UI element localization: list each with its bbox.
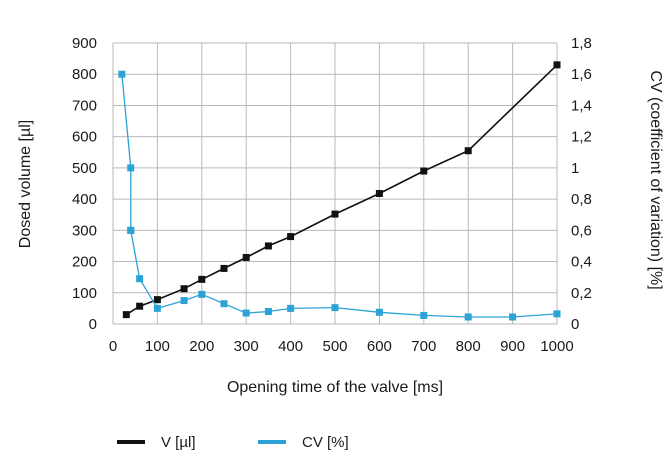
y-axis-title-left: Dosed volume [µl]	[17, 120, 34, 248]
x-tick-label: 400	[278, 338, 303, 355]
y-right-tick-label: 0	[571, 316, 579, 333]
y-left-tick-label: 300	[72, 222, 97, 239]
x-tick-label: 800	[456, 338, 481, 355]
x-tick-label: 0	[109, 338, 117, 355]
cv-data-point	[420, 311, 428, 319]
cv-data-point	[153, 304, 161, 312]
volume-data-point	[198, 275, 206, 283]
cv-data-point	[118, 70, 126, 78]
y-left-tick-label: 400	[72, 191, 97, 208]
y-left-tick-label: 900	[72, 35, 97, 52]
x-tick-label: 100	[145, 338, 170, 355]
legend-label-volume: V [µl]	[161, 434, 195, 451]
cv-data-point	[242, 309, 250, 317]
volume-data-point	[136, 302, 144, 310]
legend: V [µl] CV [%]	[117, 434, 349, 451]
y-left-tick-label: 100	[72, 285, 97, 302]
grid	[112, 42, 558, 325]
y-right-tick-label: 0,8	[571, 191, 592, 208]
cv-data-point	[375, 308, 383, 316]
volume-data-point	[464, 147, 472, 155]
cv-data-point	[331, 304, 339, 312]
x-tick-label: 200	[189, 338, 214, 355]
y-left-tick-label: 700	[72, 97, 97, 114]
cv-data-point	[198, 290, 206, 298]
x-tick-label: 700	[411, 338, 436, 355]
x-tick-label: 300	[234, 338, 259, 355]
cv-data-point	[264, 308, 272, 316]
y-right-tick-label: 0,6	[571, 222, 592, 239]
x-tick-label: 900	[500, 338, 525, 355]
cv-data-point	[220, 300, 228, 308]
y-left-tick-label: 800	[72, 66, 97, 83]
cv-data-point	[287, 304, 295, 312]
y-right-tick-label: 0,2	[571, 285, 592, 302]
cv-data-point	[464, 313, 472, 321]
y-axis-title-right: CV (coefficient of variation) [%]	[647, 70, 664, 289]
y-left-tick-label: 0	[89, 316, 97, 333]
volume-data-point	[331, 210, 339, 218]
x-axis-title: Opening time of the valve [ms]	[227, 379, 443, 396]
volume-data-point	[375, 189, 383, 197]
volume-data-point	[180, 285, 188, 293]
y-right-tick-label: 0,4	[571, 254, 592, 271]
volume-data-point	[420, 167, 428, 175]
volume-data-point	[122, 311, 130, 319]
cv-series-line	[121, 74, 558, 318]
y-right-tick-label: 1,6	[571, 66, 592, 83]
x-tick-label: 600	[367, 338, 392, 355]
volume-data-point	[287, 233, 295, 241]
y-right-tick-label: 1,4	[571, 97, 592, 114]
volume-data-point	[264, 242, 272, 250]
cv-data-point	[136, 275, 144, 283]
y-left-tick-label: 500	[72, 160, 97, 177]
cv-data-point	[180, 297, 188, 305]
cv-data-point	[509, 313, 517, 321]
y-right-tick-label: 1	[571, 160, 579, 177]
y-left-tick-label: 200	[72, 254, 97, 271]
cv-data-point	[127, 226, 135, 234]
x-tick-label: 1000	[540, 338, 573, 355]
volume-data-point	[220, 264, 228, 272]
volume-data-point	[242, 253, 250, 261]
cv-data-point	[553, 310, 561, 318]
y-right-tick-label: 1,8	[571, 35, 592, 52]
cv-data-point	[127, 164, 135, 172]
x-tick-label: 500	[322, 338, 347, 355]
y-right-tick-label: 1,2	[571, 129, 592, 146]
volume-series-line	[125, 64, 558, 316]
series	[118, 61, 561, 321]
y-left-tick-label: 600	[72, 129, 97, 146]
volume-data-point	[553, 61, 561, 69]
legend-label-cv: CV [%]	[302, 434, 349, 451]
volume-data-point	[153, 296, 161, 304]
